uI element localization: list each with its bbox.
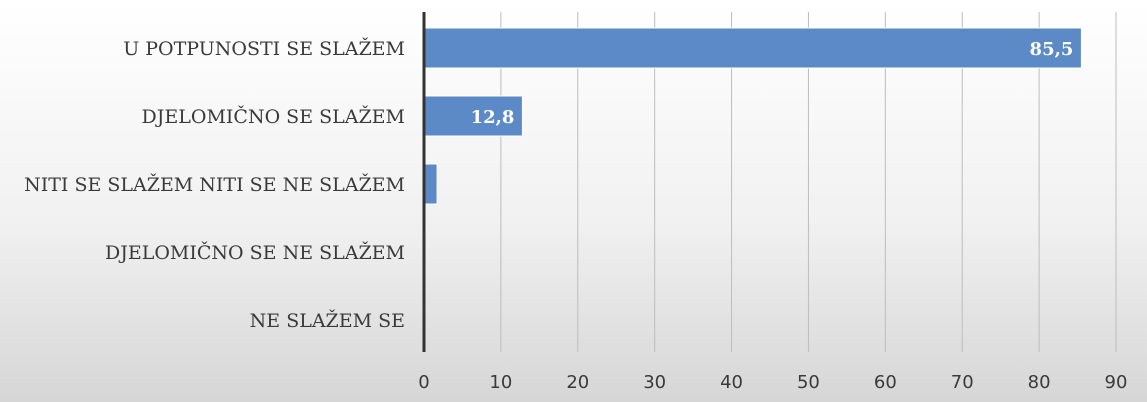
x-tick-label: 80 xyxy=(1028,372,1051,393)
bar xyxy=(423,95,523,137)
category-label: DJELOMIČNO SE SLAŽEM xyxy=(142,105,405,128)
x-tick-label: 60 xyxy=(874,372,897,393)
bar xyxy=(423,27,1082,69)
category-label: U POTPUNOSTI SE SLAŽEM xyxy=(123,37,405,60)
x-tick-label: 40 xyxy=(720,372,743,393)
category-label: NITI SE SLAŽEM NITI SE NE SLAŽEM xyxy=(24,173,405,196)
x-tick-label: 50 xyxy=(797,372,820,393)
bar xyxy=(423,163,438,205)
x-tick-label: 30 xyxy=(643,372,666,393)
x-tick-label: 0 xyxy=(418,372,429,393)
category-label: DJELOMIČNO SE NE SLAŽEM xyxy=(105,241,405,264)
data-label: 12,8 xyxy=(471,107,515,128)
category-label: NE SLAŽEM SE xyxy=(250,309,405,332)
data-label: 85,5 xyxy=(1030,39,1074,60)
x-tick-label: 20 xyxy=(566,372,589,393)
x-tick-label: 10 xyxy=(489,372,512,393)
x-tick-label: 70 xyxy=(951,372,974,393)
x-tick-label: 90 xyxy=(1105,372,1128,393)
